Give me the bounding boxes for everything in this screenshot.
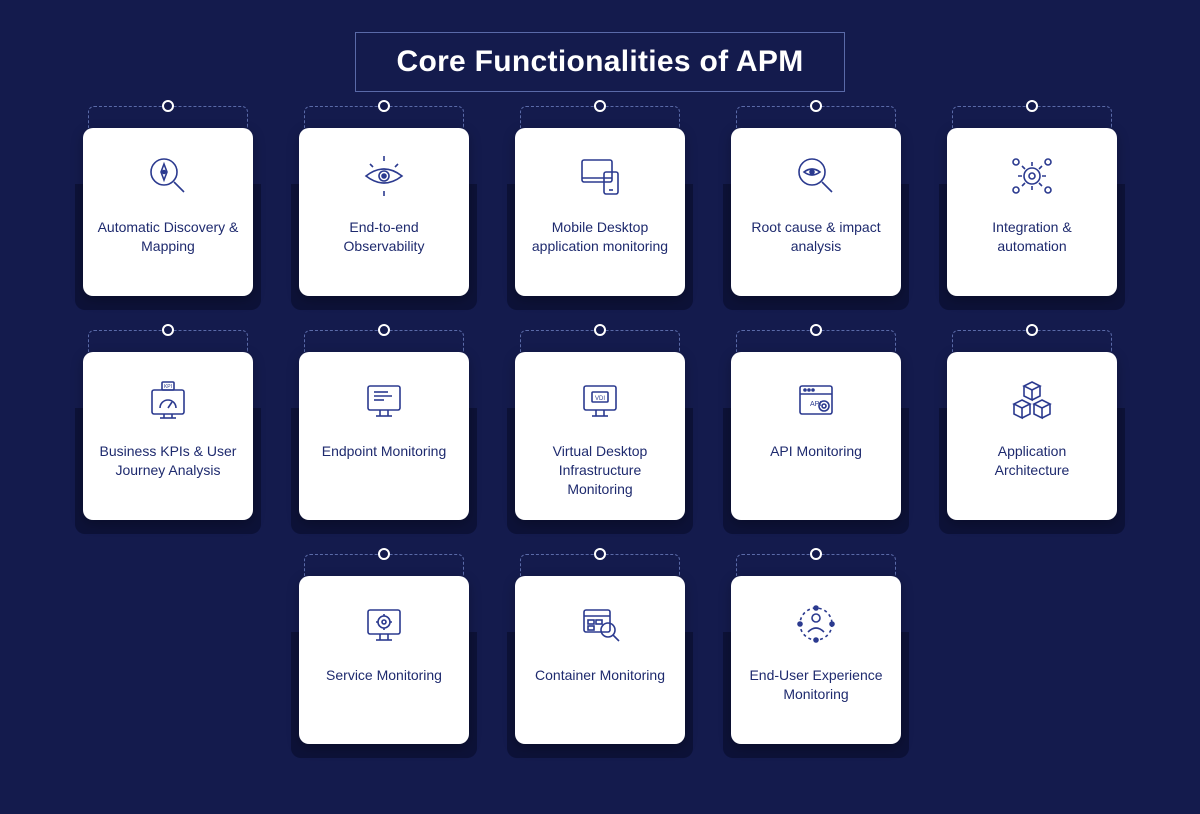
- card: Integration & automation: [947, 128, 1117, 296]
- gears-icon: [1004, 148, 1060, 204]
- row-1: Automatic Discovery & Mapping End-to-end…: [83, 128, 1117, 296]
- card-integration: Integration & automation: [947, 128, 1117, 296]
- page-title: Core Functionalities of APM: [396, 45, 803, 79]
- api-window-icon: API: [788, 372, 844, 428]
- card-discovery: Automatic Discovery & Mapping: [83, 128, 253, 296]
- card-root-cause: Root cause & impact analysis: [731, 128, 901, 296]
- magnifier-compass-icon: [140, 148, 196, 204]
- card-label: API Monitoring: [770, 442, 862, 461]
- svg-text:VDI: VDI: [595, 396, 605, 402]
- card: Mobile Desktop application monitoring: [515, 128, 685, 296]
- eye-icon: [356, 148, 412, 204]
- pin: [594, 100, 606, 112]
- card-label: Automatic Discovery & Mapping: [95, 218, 241, 256]
- card: Endpoint Monitoring: [299, 352, 469, 520]
- pin: [594, 324, 606, 336]
- card-label: End-to-end Observability: [311, 218, 457, 256]
- card: API API Monitoring: [731, 352, 901, 520]
- kpi-dashboard-icon: KPI: [140, 372, 196, 428]
- pin: [810, 324, 822, 336]
- pin: [378, 548, 390, 560]
- card: Root cause & impact analysis: [731, 128, 901, 296]
- row-3: Service Monitoring Container Monitoring: [299, 576, 901, 744]
- card: End-User Experience Monitoring: [731, 576, 901, 744]
- pin: [162, 324, 174, 336]
- card-label: Service Monitoring: [326, 666, 442, 685]
- card-label: Application Architecture: [959, 442, 1105, 480]
- card-observability: End-to-end Observability: [299, 128, 469, 296]
- monitor-lines-icon: [356, 372, 412, 428]
- card: KPI Business KPIs & User Journey Analysi…: [83, 352, 253, 520]
- card-label: Endpoint Monitoring: [322, 442, 447, 461]
- card-service: Service Monitoring: [299, 576, 469, 744]
- pin: [162, 100, 174, 112]
- card-kpi: KPI Business KPIs & User Journey Analysi…: [83, 352, 253, 520]
- container-magnifier-icon: [572, 596, 628, 652]
- card: End-to-end Observability: [299, 128, 469, 296]
- card-grid: Automatic Discovery & Mapping End-to-end…: [83, 128, 1117, 744]
- monitor-gear-icon: [356, 596, 412, 652]
- user-orbit-icon: [788, 596, 844, 652]
- card: Service Monitoring: [299, 576, 469, 744]
- pin: [594, 548, 606, 560]
- card-label: Virtual Desktop Infrastructure Monitorin…: [527, 442, 673, 499]
- card: Automatic Discovery & Mapping: [83, 128, 253, 296]
- row-2: KPI Business KPIs & User Journey Analysi…: [83, 352, 1117, 520]
- pin: [1026, 100, 1038, 112]
- card-label: Business KPIs & User Journey Analysis: [95, 442, 241, 480]
- card: VDI Virtual Desktop Infrastructure Monit…: [515, 352, 685, 520]
- pin: [810, 548, 822, 560]
- pin: [810, 100, 822, 112]
- card-architecture: Application Architecture: [947, 352, 1117, 520]
- pin: [1026, 324, 1038, 336]
- magnifier-eye-icon: [788, 148, 844, 204]
- devices-icon: [572, 148, 628, 204]
- pin: [378, 324, 390, 336]
- card: Container Monitoring: [515, 576, 685, 744]
- svg-text:KPI: KPI: [164, 384, 172, 390]
- cubes-icon: [1004, 372, 1060, 428]
- card-label: Root cause & impact analysis: [743, 218, 889, 256]
- card-vdi: VDI Virtual Desktop Infrastructure Monit…: [515, 352, 685, 520]
- title-box: Core Functionalities of APM: [355, 32, 844, 92]
- card-api: API API Monitoring: [731, 352, 901, 520]
- card-container: Container Monitoring: [515, 576, 685, 744]
- card-label: End-User Experience Monitoring: [743, 666, 889, 704]
- card-end-user: End-User Experience Monitoring: [731, 576, 901, 744]
- card-label: Mobile Desktop application monitoring: [527, 218, 673, 256]
- card-endpoint: Endpoint Monitoring: [299, 352, 469, 520]
- card: Application Architecture: [947, 352, 1117, 520]
- card-label: Integration & automation: [959, 218, 1105, 256]
- pin: [378, 100, 390, 112]
- card-label: Container Monitoring: [535, 666, 665, 685]
- vdi-monitor-icon: VDI: [572, 372, 628, 428]
- card-mobile-desktop: Mobile Desktop application monitoring: [515, 128, 685, 296]
